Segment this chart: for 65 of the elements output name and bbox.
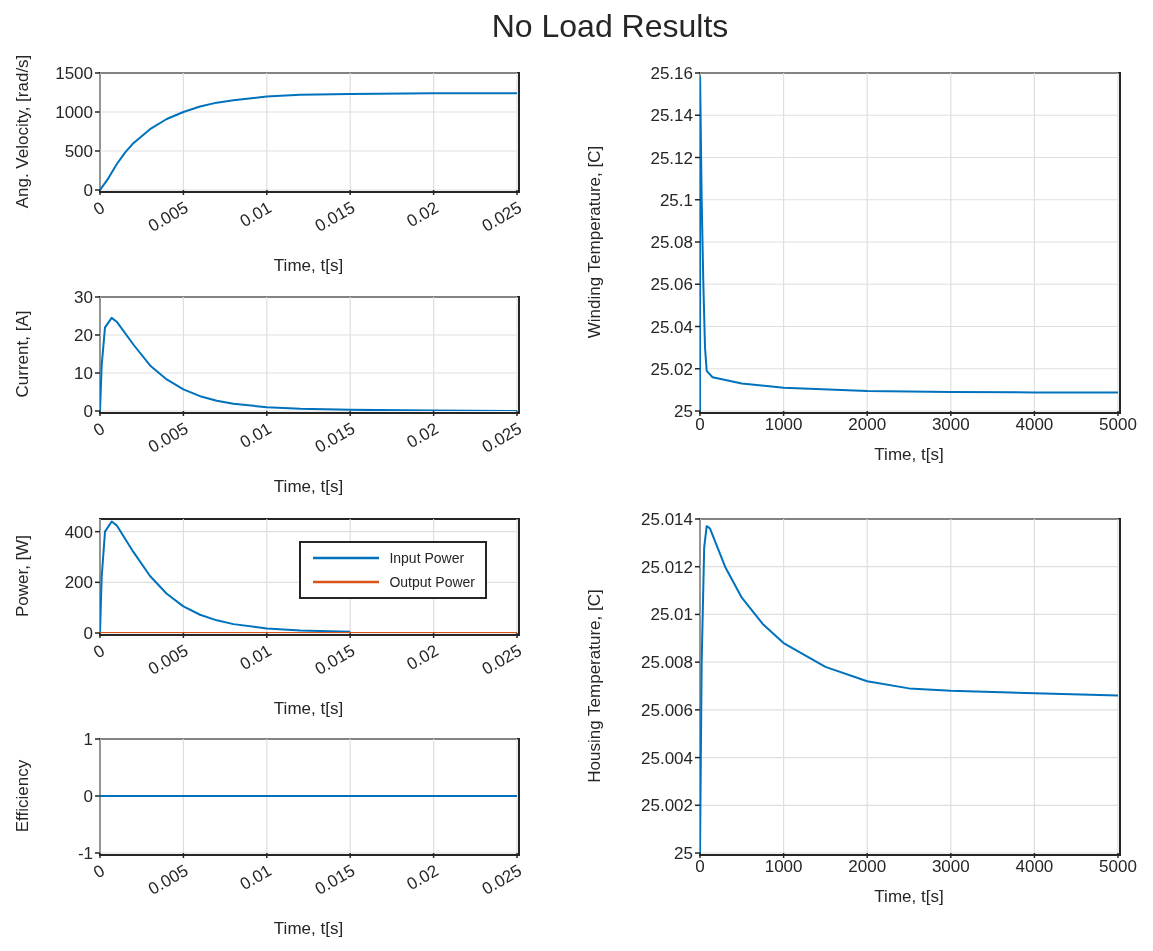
y-tick-label: 500 <box>64 142 93 162</box>
text: No Load Results <box>490 8 730 45</box>
y-tick-label: 200 <box>64 573 93 593</box>
y-tick-label: 25.014 <box>641 510 693 530</box>
x-tick-label: 0.01 <box>236 419 275 453</box>
x-axis-title: Time, t[s] <box>873 445 945 465</box>
y-tick-label: 25.002 <box>641 796 693 816</box>
y-tick-label: 25.06 <box>650 275 693 295</box>
y-tick-label: 30 <box>74 288 93 308</box>
y-tick-label: 25.008 <box>641 653 693 673</box>
y-tick-label: 25.006 <box>641 700 693 720</box>
x-tick-label: 0.02 <box>403 641 442 675</box>
x-tick-label: 5000 <box>1099 415 1137 435</box>
y-tick-label: 25.16 <box>650 64 693 84</box>
x-axis-title: Time, t[s] <box>873 887 945 907</box>
y-tick-label: 25.012 <box>641 557 693 577</box>
y-tick-label: 1 <box>83 730 93 750</box>
x-tick-label: 0.02 <box>403 861 442 895</box>
legend-label: Output Power <box>389 574 475 590</box>
y-tick-label: -1 <box>77 844 93 864</box>
y-tick-label: 1000 <box>55 103 93 123</box>
y-tick-label: 400 <box>64 522 93 542</box>
x-tick-label: 3000 <box>931 415 970 435</box>
x-tick-label: 2000 <box>848 857 887 877</box>
y-tick-label: 25.004 <box>641 748 693 768</box>
y-axis-title: Winding Temperature, [C] <box>585 145 605 339</box>
y-tick-label: 25 <box>674 844 693 864</box>
y-tick-label: 10 <box>74 364 93 384</box>
y-tick-label: 25.08 <box>650 233 693 253</box>
x-tick-label: 0.01 <box>236 861 275 895</box>
y-tick-label: 1500 <box>55 64 93 84</box>
x-tick-label: 4000 <box>1015 415 1054 435</box>
x-tick-label: 0.01 <box>236 198 275 232</box>
y-axis-title: Housing Temperature, [C] <box>585 589 605 783</box>
x-tick-label: 0.02 <box>403 419 442 453</box>
x-tick-label: 0.02 <box>403 198 442 232</box>
y-tick-label: 20 <box>74 326 93 346</box>
y-tick-label: 25.01 <box>650 605 693 625</box>
x-tick-label: 1000 <box>764 415 803 435</box>
y-tick-label: 25.04 <box>650 317 693 337</box>
x-tick-label: 3000 <box>931 857 970 877</box>
x-tick-label: 1000 <box>764 857 803 877</box>
y-tick-label: 25 <box>674 402 693 422</box>
y-axis-title: Ang. Velocity, [rad/s] <box>13 54 33 209</box>
x-axis-title: Time, t[s] <box>272 256 345 276</box>
y-tick-label: 0 <box>83 624 93 644</box>
y-tick-label: 25.1 <box>659 190 693 210</box>
y-axis-title: Current, [A] <box>13 310 33 398</box>
y-tick-label: 25.14 <box>650 106 693 126</box>
x-tick-label: 5000 <box>1099 857 1137 877</box>
line-series <box>100 520 352 633</box>
x-axis-title: Time, t[s] <box>272 699 345 719</box>
legend-label: Input Power <box>389 550 465 566</box>
x-tick-label: 2000 <box>848 415 887 435</box>
y-axis-title: Power, [W] <box>13 534 33 618</box>
y-tick-label: 0 <box>83 181 93 201</box>
y-tick-label: 25.02 <box>650 359 693 379</box>
x-tick-label: 4000 <box>1015 857 1054 877</box>
x-axis-title: Time, t[s] <box>272 919 345 939</box>
y-tick-label: 0 <box>83 402 93 422</box>
y-tick-label: 25.12 <box>650 148 693 168</box>
x-tick-label: 0.01 <box>236 641 275 675</box>
x-axis-title: Time, t[s] <box>272 477 345 497</box>
y-axis-title: Efficiency <box>13 759 33 833</box>
y-tick-label: 0 <box>83 787 93 807</box>
